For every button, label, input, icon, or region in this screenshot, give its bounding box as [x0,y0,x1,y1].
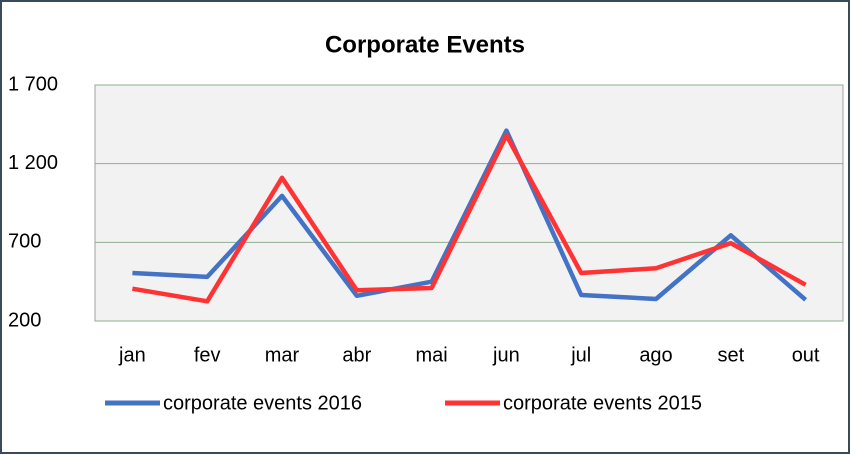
series-line [132,133,807,304]
x-tick-label: mar [265,344,300,366]
x-tick-label: jan [118,344,146,366]
x-tick-label: out [792,344,820,366]
x-tick-label: fev [194,344,221,366]
y-tick-label: 200 [8,309,41,331]
y-tick-label: 1 200 [8,152,58,174]
chart-title: Corporate Events [325,31,525,58]
x-tick-label: mai [415,344,447,366]
y-tick-label: 1 700 [8,73,58,95]
legend-label: corporate events 2015 [503,392,702,414]
x-tick-label: ago [639,344,672,366]
x-tick-label: abr [342,344,371,366]
x-tick-label: jul [570,344,591,366]
x-tick-label: set [717,344,744,366]
legend-label: corporate events 2016 [163,392,362,414]
y-tick-label: 700 [8,231,41,253]
x-tick-label: jun [492,344,520,366]
